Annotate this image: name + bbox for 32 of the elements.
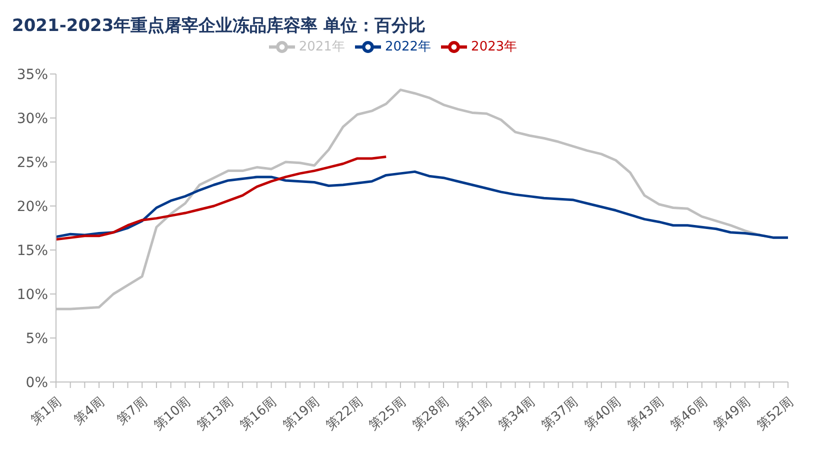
x-tick-label: 第4周 (72, 394, 108, 428)
y-tick-label: 35% (16, 66, 48, 83)
legend-label: 2022年 (384, 40, 432, 55)
y-tick-label: 0% (26, 374, 48, 391)
x-tick-label: 第43周 (625, 394, 668, 434)
chart-title: 2021-2023年重点屠宰企业冻品库容率 单位：百分比 (12, 15, 426, 37)
y-tick-label: 10% (16, 286, 48, 303)
x-tick-label: 第7周 (114, 394, 151, 428)
x-tick-label: 第31周 (452, 394, 496, 434)
x-tick-label: 第49周 (711, 394, 754, 434)
x-tick-label: 第25周 (366, 394, 409, 434)
x-tick-label: 第46周 (668, 394, 710, 434)
y-tick-label: 30% (16, 110, 48, 127)
line-series (54, 155, 388, 241)
y-tick-label: 15% (16, 242, 48, 259)
x-tick-label: 第52周 (754, 394, 796, 434)
legend-label: 2023年 (471, 40, 518, 55)
y-tick-label: 5% (26, 330, 48, 347)
y-tick-label: 20% (16, 198, 48, 215)
x-tick-label: 第13周 (194, 394, 237, 434)
x-tick-label: 第28周 (410, 394, 452, 434)
x-tick-label: 第40周 (582, 394, 624, 434)
x-tick-label: 第34周 (496, 394, 538, 434)
x-tick-label: 第22周 (324, 394, 366, 434)
x-tick-label: 第19周 (280, 394, 323, 434)
x-tick-label: 第16周 (237, 394, 280, 434)
line-series (54, 170, 790, 239)
x-tick-label: 第1周 (28, 394, 64, 428)
x-tick-label: 第37周 (538, 394, 582, 434)
x-tick-label: 第10周 (151, 394, 194, 434)
y-tick-label: 25% (16, 154, 48, 171)
legend-label: 2021年 (298, 40, 345, 55)
